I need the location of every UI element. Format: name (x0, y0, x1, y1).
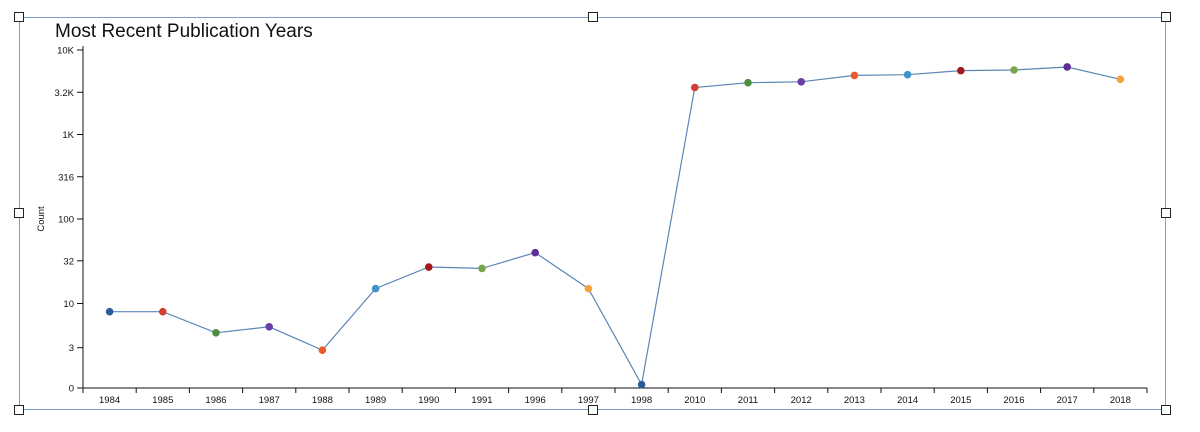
resize-handle-middle-right[interactable] (1161, 208, 1171, 218)
data-point-2011[interactable] (744, 78, 752, 87)
x-tick-label: 1986 (205, 395, 226, 406)
x-tick-label: 1985 (152, 395, 173, 406)
x-tick-label: 1991 (471, 395, 492, 406)
x-tick-label: 1996 (525, 395, 546, 406)
x-tick-label: 1987 (259, 395, 280, 406)
y-tick-label: 1K (62, 130, 74, 141)
resize-handle-top-center[interactable] (588, 12, 598, 22)
data-point-1987[interactable] (265, 322, 274, 331)
resize-handle-bottom-right[interactable] (1161, 405, 1171, 415)
y-tick-label: 32 (63, 256, 74, 267)
data-point-2018[interactable] (1116, 75, 1125, 84)
chart-title: Most Recent Publication Years (55, 21, 313, 42)
y-axis-label: Count (36, 206, 47, 232)
x-tick-label: 1990 (418, 395, 439, 406)
x-tick-label: 2018 (1110, 395, 1131, 406)
data-point-2012[interactable] (797, 78, 805, 86)
data-point-2010[interactable] (691, 83, 699, 92)
x-tick-label: 1984 (99, 395, 120, 406)
x-tick-label: 2010 (684, 395, 705, 406)
resize-handle-top-right[interactable] (1161, 12, 1171, 22)
y-tick-label: 3.2K (54, 88, 74, 99)
data-point-1986[interactable] (212, 329, 220, 337)
data-point-1988[interactable] (318, 346, 327, 355)
resize-handle-middle-left[interactable] (14, 208, 24, 218)
data-point-2014[interactable] (903, 70, 912, 79)
x-tick-label: 1989 (365, 395, 386, 406)
data-point-1991[interactable] (478, 264, 486, 273)
y-tick-label: 100 (58, 215, 74, 226)
y-axis: 10K 3.2K 1K 316 100 32 10 3 0 (54, 46, 84, 395)
data-point-1996[interactable] (531, 248, 539, 257)
x-tick-label: 2017 (1057, 395, 1078, 406)
data-point-2015[interactable] (957, 66, 965, 75)
x-tick-label: 2012 (791, 395, 812, 406)
data-point-1997[interactable] (584, 284, 593, 293)
x-tick-label: 1988 (312, 395, 333, 406)
x-axis: 1984 1985 1986 1987 1988 1989 1990 1991 1996 1997… (82, 387, 1148, 406)
resize-handle-bottom-center[interactable] (588, 405, 598, 415)
series-line (109, 66, 1121, 387)
y-tick-label: 316 (58, 172, 74, 183)
data-series (105, 63, 1125, 389)
data-point-1998[interactable] (637, 380, 646, 389)
x-tick-label: 2016 (1003, 395, 1024, 406)
y-tick-label: 0 (69, 384, 74, 395)
x-tick-label: 2011 (738, 395, 758, 406)
data-point-1990[interactable] (425, 263, 433, 271)
data-point-1985[interactable] (159, 307, 167, 316)
x-tick-label: 1998 (631, 395, 652, 406)
resize-handle-top-left[interactable] (14, 12, 24, 22)
y-tick-label: 3 (69, 343, 74, 354)
x-tick-label: 2014 (897, 395, 918, 406)
data-point-2017[interactable] (1063, 63, 1071, 71)
data-point-2016[interactable] (1010, 66, 1018, 74)
y-tick-label: 10K (57, 46, 75, 57)
data-point-2013[interactable] (850, 71, 859, 80)
x-tick-label: 1997 (578, 395, 599, 406)
data-point-1984[interactable] (105, 307, 114, 316)
x-tick-label: 2013 (844, 395, 865, 406)
data-point-1989[interactable] (371, 284, 380, 293)
y-tick-label: 10 (63, 299, 74, 310)
x-tick-label: 2015 (950, 395, 971, 406)
resize-handle-bottom-left[interactable] (14, 405, 24, 415)
